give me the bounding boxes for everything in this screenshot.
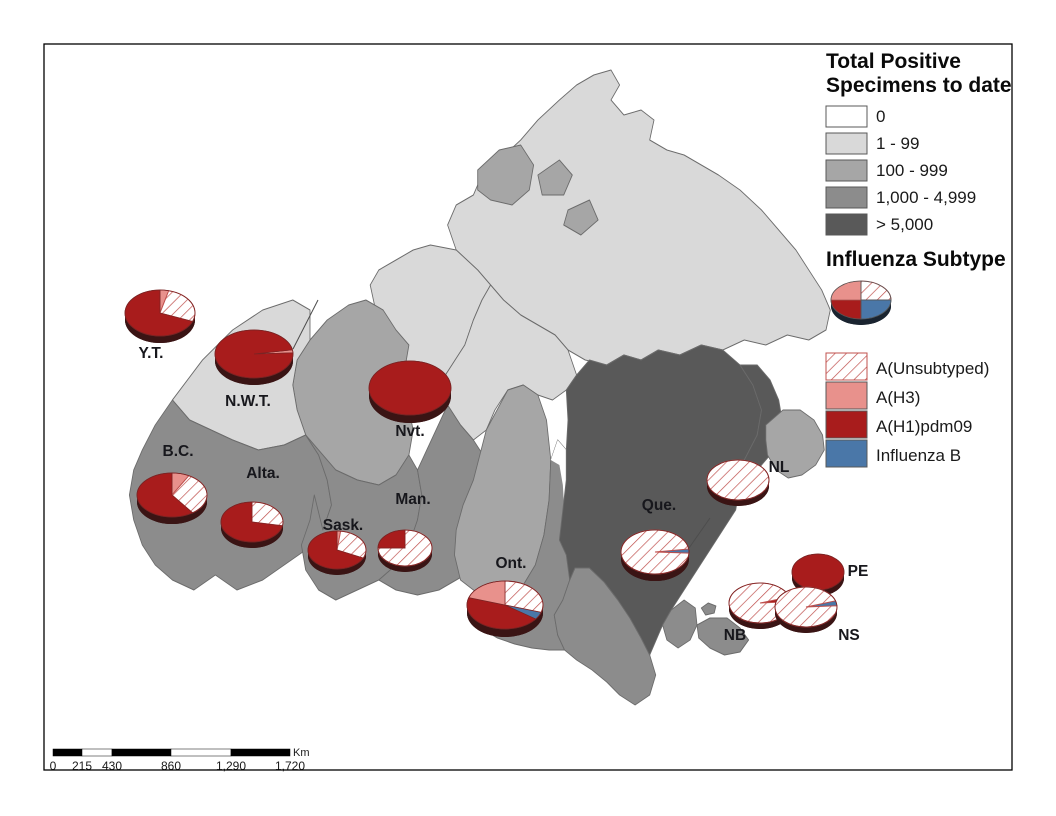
svg-text:Man.: Man. — [395, 491, 430, 508]
svg-text:A(Unsubtyped): A(Unsubtyped) — [876, 359, 989, 378]
svg-text:NS: NS — [838, 627, 860, 644]
svg-text:Ont.: Ont. — [496, 555, 527, 572]
svg-text:Km: Km — [293, 747, 310, 759]
svg-text:A(H3): A(H3) — [876, 388, 920, 407]
svg-text:1,720: 1,720 — [275, 759, 305, 773]
svg-text:Alta.: Alta. — [246, 465, 280, 482]
svg-text:Y.T.: Y.T. — [139, 345, 164, 362]
svg-text:1 - 99: 1 - 99 — [876, 134, 919, 153]
svg-text:860: 860 — [161, 759, 181, 773]
svg-text:1,290: 1,290 — [216, 759, 246, 773]
svg-text:Influenza B: Influenza B — [876, 446, 961, 465]
svg-text:A(H1)pdm09: A(H1)pdm09 — [876, 417, 972, 436]
svg-text:Sask.: Sask. — [323, 517, 364, 534]
svg-text:430: 430 — [102, 759, 122, 773]
svg-text:100 - 999: 100 - 999 — [876, 161, 948, 180]
svg-text:NL: NL — [769, 459, 790, 476]
svg-text:0: 0 — [50, 759, 57, 773]
svg-text:B.C.: B.C. — [163, 443, 194, 460]
svg-text:Influenza Subtype: Influenza Subtype — [826, 248, 1006, 271]
svg-text:N.W.T.: N.W.T. — [225, 393, 271, 410]
svg-text:Que.: Que. — [642, 497, 676, 514]
svg-text:NB: NB — [724, 627, 746, 644]
svg-text:0: 0 — [876, 107, 885, 126]
svg-text:215: 215 — [72, 759, 92, 773]
svg-text:Specimens to date: Specimens to date — [826, 74, 1012, 97]
svg-text:> 5,000: > 5,000 — [876, 215, 933, 234]
svg-text:Total Positive: Total Positive — [826, 50, 961, 73]
svg-text:PE: PE — [848, 563, 869, 580]
svg-text:Nvt.: Nvt. — [395, 423, 424, 440]
svg-text:1,000 - 4,999: 1,000 - 4,999 — [876, 188, 976, 207]
